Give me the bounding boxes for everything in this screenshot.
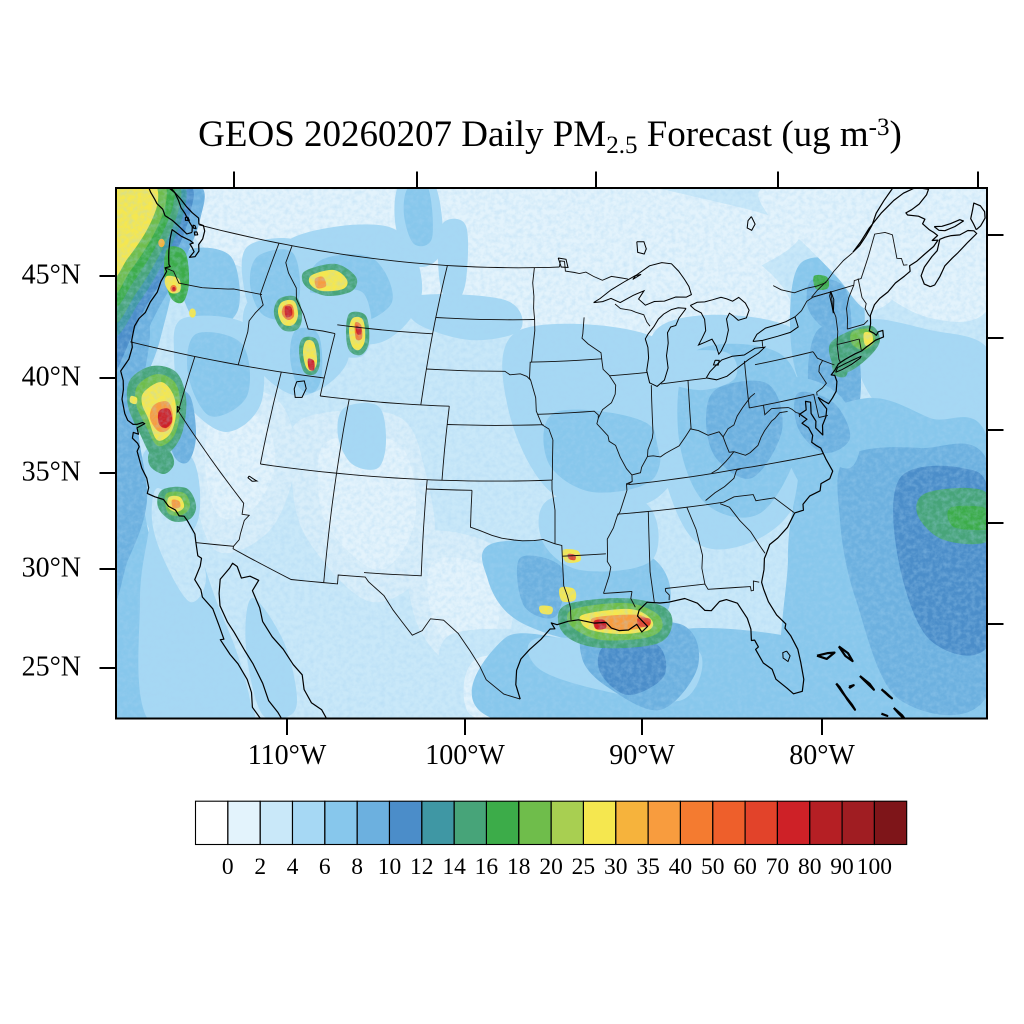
svg-text:110°W: 110°W — [248, 740, 327, 771]
svg-text:30°N: 30°N — [22, 552, 81, 583]
svg-text:18: 18 — [507, 854, 531, 880]
svg-text:25°N: 25°N — [22, 651, 81, 682]
svg-text:8: 8 — [351, 854, 363, 880]
svg-text:80°W: 80°W — [789, 740, 855, 771]
svg-text:70: 70 — [766, 854, 790, 880]
svg-text:40°N: 40°N — [22, 361, 81, 392]
svg-text:100°W: 100°W — [425, 740, 505, 771]
svg-text:30: 30 — [604, 854, 628, 880]
svg-text:60: 60 — [733, 854, 757, 880]
svg-text:90°W: 90°W — [609, 740, 675, 771]
svg-text:25: 25 — [572, 854, 596, 880]
svg-text:10: 10 — [378, 854, 402, 880]
svg-text:6: 6 — [319, 854, 331, 880]
svg-text:16: 16 — [475, 854, 499, 880]
svg-text:14: 14 — [442, 854, 466, 880]
svg-text:12: 12 — [410, 854, 434, 880]
svg-text:100: 100 — [857, 854, 892, 880]
svg-text:45°N: 45°N — [22, 259, 81, 290]
svg-text:35°N: 35°N — [22, 456, 81, 487]
svg-text:2: 2 — [254, 854, 266, 880]
svg-text:40: 40 — [669, 854, 693, 880]
svg-text:0: 0 — [222, 854, 234, 880]
svg-text:80: 80 — [798, 854, 822, 880]
svg-text:90: 90 — [830, 854, 854, 880]
svg-text:20: 20 — [539, 854, 563, 880]
svg-text:4: 4 — [287, 854, 299, 880]
svg-text:35: 35 — [636, 854, 660, 880]
svg-text:50: 50 — [701, 854, 725, 880]
